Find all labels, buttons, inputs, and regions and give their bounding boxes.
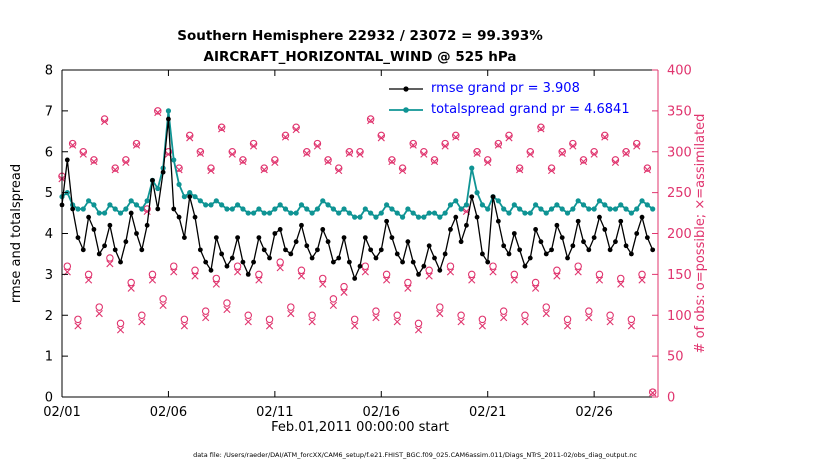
svg-text:250: 250: [667, 186, 692, 201]
legend-item-rmse: rmse grand pr = 3.908: [388, 78, 630, 99]
svg-text:3: 3: [45, 268, 53, 283]
totalspread-line-sample: [389, 106, 423, 113]
svg-text:2: 2: [45, 309, 53, 324]
svg-text:0: 0: [667, 391, 675, 406]
svg-text:02/26: 02/26: [575, 405, 612, 420]
svg-text:4: 4: [45, 227, 53, 242]
svg-text:6: 6: [45, 145, 53, 160]
data-file-caption: data file: /Users/raeder/DAI/ATM_forcXX/…: [193, 451, 637, 459]
legend-label-totalspread: totalspread grand pr = 4.6841: [431, 102, 630, 117]
legend-label-rmse: rmse grand pr = 3.908: [431, 81, 580, 96]
svg-text:0: 0: [45, 391, 53, 406]
svg-text:300: 300: [667, 145, 692, 160]
legend-item-totalspread: totalspread grand pr = 4.6841: [388, 99, 630, 120]
svg-text:02/16: 02/16: [363, 405, 400, 420]
svg-text:02/21: 02/21: [469, 405, 506, 420]
svg-text:02/11: 02/11: [256, 405, 293, 420]
rmse-series: [59, 116, 656, 281]
rmse-line-sample: [389, 85, 423, 92]
svg-text:400: 400: [667, 64, 692, 79]
totalspread-series: [59, 108, 656, 220]
y-axis-label-left: rmse and totalspread: [9, 164, 24, 303]
svg-text:7: 7: [45, 104, 53, 119]
x-axis-label: Feb.01,2011 00:00:00 start: [271, 420, 449, 435]
obs-markers: [58, 107, 657, 397]
svg-text:5: 5: [45, 186, 53, 201]
legend: rmse grand pr = 3.908 totalspread grand …: [386, 76, 636, 122]
axes: 0 1 2 3 4 5 6 7 8 0 50 100 150 200 250 300 350 400 02/01 02…: [9, 64, 708, 421]
y-axis-label-right: # of obs: o=possible; ×=assimilated: [693, 114, 708, 354]
svg-text:350: 350: [667, 104, 692, 119]
chart-title-line1: Southern Hemisphere 22932 / 23072 = 99.3…: [177, 28, 543, 44]
svg-text:8: 8: [45, 64, 53, 79]
svg-text:200: 200: [667, 227, 692, 242]
svg-text:02/06: 02/06: [150, 405, 187, 420]
svg-text:50: 50: [667, 350, 684, 365]
svg-text:1: 1: [45, 350, 53, 365]
svg-text:150: 150: [667, 268, 692, 283]
svg-text:100: 100: [667, 309, 692, 324]
chart-title-line2: AIRCRAFT_HORIZONTAL_WIND @ 525 hPa: [203, 49, 517, 65]
svg-text:02/01: 02/01: [43, 405, 80, 420]
